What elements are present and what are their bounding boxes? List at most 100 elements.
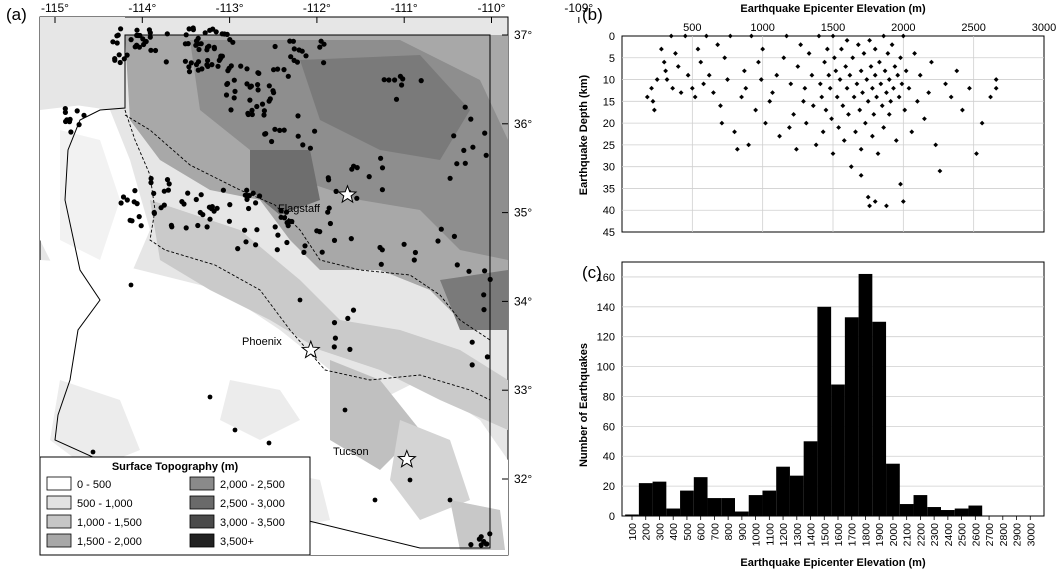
hist-x-tick-label: 500 (682, 523, 694, 541)
hist-y-tick-label: 60 (603, 421, 615, 433)
epicenter-dot (476, 536, 482, 542)
epicenter-dot (366, 174, 372, 180)
epicenter-dot (226, 218, 232, 224)
epicenter-dot (407, 477, 413, 483)
scatter-point (909, 129, 915, 135)
epicenter-dot (246, 193, 252, 199)
scatter-point (979, 120, 985, 126)
hist-bar (886, 463, 900, 516)
legend-box (39, 456, 311, 556)
scatter-point (898, 181, 903, 187)
hist-x-tick-label: 900 (737, 523, 749, 541)
epicenter-dot (151, 190, 157, 196)
epicenter-dot (165, 187, 171, 193)
scatter-y-tick-label: 15 (603, 96, 615, 108)
epicenter-dot (379, 187, 385, 193)
epicenter-dot (348, 236, 354, 242)
epicenter-dot (182, 58, 188, 64)
hist-x-tick-label: 1100 (764, 523, 776, 546)
epicenter-dot (195, 41, 201, 47)
scatter-point (685, 72, 691, 78)
scatter-point (810, 103, 816, 109)
scatter-point (695, 46, 701, 52)
epicenter-dot (249, 107, 255, 113)
epicenter-dot (161, 188, 167, 194)
scatter-point (767, 98, 773, 104)
hist-x-tick-label: 2500 (957, 523, 969, 547)
epicenter-dot (332, 335, 338, 341)
epicenter-dot (285, 223, 291, 229)
hist-y-tick-label: 0 (609, 511, 615, 523)
epicenter-dot (220, 187, 226, 193)
scatter-point (854, 81, 860, 87)
epicenter-dot (195, 222, 201, 229)
epicenter-dot (303, 53, 309, 59)
scatter-point (929, 59, 934, 65)
scatter-point (882, 68, 888, 74)
epicenter-dot (168, 222, 174, 228)
epicenter-dot (112, 57, 118, 63)
hist-x-tick-label: 2600 (970, 523, 982, 547)
epicenter-dot (300, 142, 306, 148)
latitude-ticks: 37° 36° 35° 34° 33° 32° (502, 28, 532, 486)
hist-x-tick-label: 2700 (984, 523, 996, 547)
legend-label: 3,500+ (220, 536, 254, 548)
epicenter-dot (277, 127, 283, 133)
epicenter-dot (269, 138, 275, 145)
epicenter-dot (253, 242, 259, 248)
epicenter-dot (62, 109, 68, 115)
epicenter-dot (347, 346, 353, 352)
epicenter-dot (270, 88, 276, 94)
epicenter-dot (266, 83, 272, 89)
epicenter-dot (285, 73, 291, 79)
scatter-point (869, 85, 875, 91)
epicenter-dot (275, 66, 281, 72)
epicenter-dot (272, 224, 278, 230)
epicenter-dot (147, 34, 153, 40)
epicenter-dot (115, 32, 121, 38)
epicenter-dot (199, 66, 205, 72)
epicenter-dot (438, 226, 444, 232)
epicenter-dot (379, 165, 386, 171)
scatter-point (791, 112, 797, 117)
scatter-point (727, 33, 733, 39)
epicenter-dot (331, 344, 337, 350)
epicenter-dot (331, 237, 338, 243)
epicenter-dot (331, 320, 338, 326)
scatter-point (706, 72, 712, 78)
scatter-point (841, 138, 847, 143)
scatter-point (867, 37, 872, 43)
scatter-point (884, 90, 889, 96)
scatter-x-tick-label: 3000 (1032, 22, 1056, 34)
lon-tick-label: -109° (564, 1, 593, 15)
epicenter-dot (207, 394, 213, 400)
epicenter-dot (227, 202, 233, 208)
scatter-y-tick-label: 35 (603, 183, 615, 195)
epicenter-dot (143, 38, 149, 45)
scatter-point (895, 72, 901, 78)
hist-bar (941, 510, 955, 516)
star-icon (300, 339, 321, 359)
scatter-point (853, 129, 858, 135)
epicenter-dot (136, 214, 142, 220)
scatter-point (824, 46, 830, 52)
scatter-point (813, 142, 819, 148)
lon-tick-label: -110° (478, 1, 506, 15)
epicenter-dot (204, 224, 210, 230)
scatter-point (954, 68, 960, 74)
hist-x-tick-label: 1700 (847, 523, 859, 547)
epicenter-dot (447, 175, 453, 181)
epicenter-dot (253, 200, 259, 206)
scatter-point (777, 133, 782, 139)
epicenter-dot (255, 87, 261, 93)
scatter-point (865, 194, 871, 200)
scatter-point (865, 98, 871, 104)
scatter-point (673, 51, 678, 56)
epicenter-dot (412, 249, 418, 256)
epicenter-dot (231, 77, 237, 83)
epicenter-dot (129, 218, 135, 224)
epicenter-dot (254, 103, 260, 110)
epicenter-dot (435, 238, 441, 244)
epicenter-dot (128, 282, 134, 288)
scatter-point (847, 72, 853, 78)
